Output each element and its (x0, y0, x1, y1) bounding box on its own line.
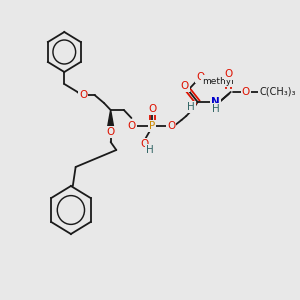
Text: O: O (148, 104, 156, 114)
Polygon shape (108, 110, 113, 126)
Text: C(CH₃)₃: C(CH₃)₃ (259, 87, 296, 97)
Text: O: O (167, 121, 175, 131)
Text: O: O (106, 127, 115, 137)
Text: H: H (187, 102, 195, 112)
Text: O: O (140, 139, 149, 149)
Text: O: O (127, 121, 136, 131)
Text: O: O (225, 69, 233, 79)
Text: N: N (211, 97, 220, 107)
Text: methyl: methyl (202, 76, 234, 85)
Text: CH₃: CH₃ (216, 76, 234, 86)
Text: O: O (196, 72, 205, 82)
Text: O: O (180, 81, 188, 91)
Text: O: O (79, 90, 87, 100)
Text: H: H (146, 145, 154, 155)
Text: H: H (212, 104, 219, 114)
Text: methyl: methyl (202, 76, 234, 85)
Text: P: P (149, 121, 155, 131)
Text: O: O (242, 87, 250, 97)
